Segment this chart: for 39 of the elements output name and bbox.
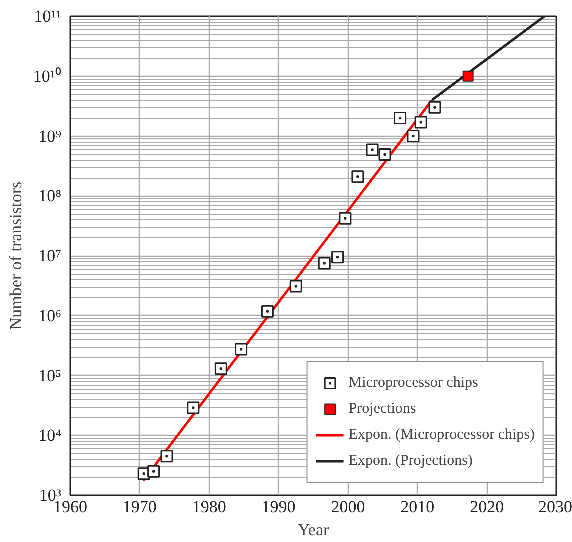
legend-label: Expon. (Microprocessor chips) (348, 426, 535, 444)
x-tick-label: 1980 (192, 498, 226, 516)
x-tick-label: 1990 (262, 498, 296, 516)
point (160, 450, 174, 463)
point (187, 402, 200, 414)
y-tick-label: 10⁵ (38, 366, 62, 386)
legend-label: Projections (348, 400, 416, 418)
point (394, 112, 407, 124)
point (318, 257, 331, 270)
point (462, 70, 474, 82)
point (214, 362, 228, 376)
x-axis-title: Year (298, 520, 330, 540)
x-tick-label: 2000 (331, 498, 366, 516)
point (235, 343, 248, 356)
y-tick-label: 10⁶ (38, 306, 62, 326)
point (332, 251, 344, 264)
y-tick-label: 10⁷ (38, 246, 62, 266)
x-tick-label: 2020 (470, 498, 504, 516)
legend-label: Microprocessor chips (348, 374, 478, 392)
point (378, 148, 392, 162)
point (428, 101, 442, 114)
y-tick-label: 10⁹ (38, 126, 62, 146)
y-axis-title: Number of transistors (6, 182, 26, 330)
point (290, 280, 302, 293)
point (407, 130, 420, 142)
legend-label: Expon. (Projections) (348, 452, 473, 470)
point (366, 144, 379, 156)
y-tick-label: 10⁴ (38, 426, 62, 446)
point (352, 170, 364, 184)
point (414, 116, 428, 129)
y-tick-label: 10⁸ (38, 186, 62, 206)
x-tick-label: 1970 (122, 498, 157, 516)
point (148, 465, 160, 478)
point (339, 212, 352, 225)
x-tick-label: 2010 (400, 498, 435, 516)
x-tick-label: 2030 (538, 498, 572, 516)
y-tick-label: 10¹⁰ (33, 66, 62, 86)
y-tick-label: 10¹¹ (34, 7, 62, 26)
point (261, 305, 274, 318)
